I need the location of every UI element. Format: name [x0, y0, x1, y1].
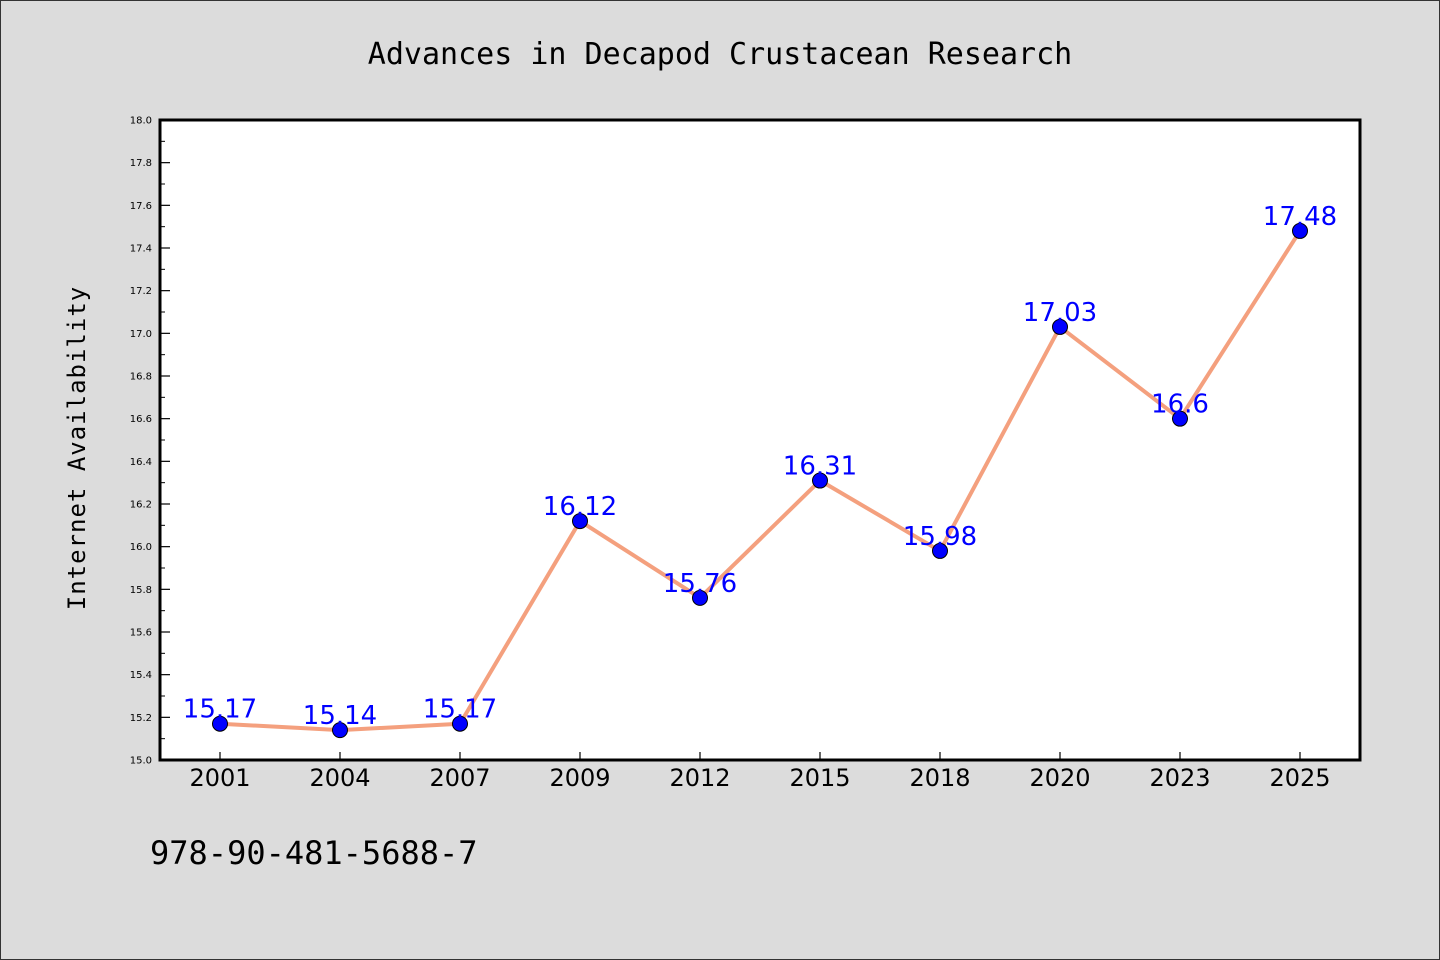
data-label: 17.03 — [1023, 298, 1097, 328]
y-tick-label: 17.8 — [130, 158, 152, 169]
x-tick-label: 2015 — [789, 764, 850, 792]
data-label: 15.17 — [183, 695, 257, 725]
data-point — [332, 722, 348, 739]
chart-title: Advances in Decapod Crustacean Research — [368, 37, 1072, 72]
data-point — [692, 589, 708, 606]
y-tick-label: 17.4 — [130, 244, 152, 255]
y-tick-label: 16.4 — [130, 457, 152, 468]
y-tick-label: 15.0 — [130, 756, 152, 767]
data-point — [572, 513, 588, 530]
y-tick-label: 16.0 — [130, 542, 152, 553]
data-label: 15.76 — [663, 569, 737, 599]
y-tick-label: 15.8 — [130, 585, 152, 596]
y-tick-label: 17.0 — [130, 329, 152, 340]
data-label: 15.17 — [423, 695, 497, 725]
data-point — [212, 715, 228, 732]
y-tick-label: 18.0 — [130, 116, 152, 127]
data-label: 15.98 — [903, 522, 977, 552]
x-tick-label: 2023 — [1149, 764, 1210, 792]
x-tick-label: 2012 — [669, 764, 730, 792]
x-tick-label: 2020 — [1029, 764, 1090, 792]
x-axis: 2001 2004 2007 2009 2012 2015 2018 2020 2023 2025 — [189, 752, 1331, 792]
y-tick-label: 15.4 — [130, 670, 152, 681]
data-point — [452, 715, 468, 732]
y-tick-label: 16.2 — [130, 500, 152, 511]
data-point — [1172, 410, 1188, 427]
data-point — [932, 542, 948, 559]
data-point — [812, 472, 828, 489]
y-tick-label: 16.6 — [130, 414, 152, 425]
y-tick-label: 15.2 — [130, 713, 152, 724]
isbn-footer: 978-90-481-5688-7 — [150, 834, 478, 872]
y-tick-label: 17.2 — [130, 286, 152, 297]
data-point — [1052, 318, 1068, 335]
series-line — [218, 228, 1302, 733]
data-point — [1292, 222, 1308, 239]
x-tick-label: 2007 — [429, 764, 490, 792]
data-label: 16.31 — [783, 452, 857, 482]
x-tick-label: 2009 — [549, 764, 610, 792]
data-label: 16.12 — [543, 492, 617, 522]
y-axis: 15.0 15.2 15.4 15.6 15.8 16.0 16.2 16.4 16.6 16.8… — [130, 116, 170, 767]
y-tick-label: 15.6 — [130, 628, 152, 639]
x-tick-label: 2018 — [909, 764, 970, 792]
data-label: 17.48 — [1263, 202, 1337, 232]
data-label: 15.14 — [303, 701, 377, 731]
x-tick-label: 2004 — [309, 764, 370, 792]
x-tick-label: 2025 — [1269, 764, 1330, 792]
series-layer: 15.17 15.14 15.17 16.12 15.76 16.31 15.98 17.03… — [183, 202, 1337, 739]
y-axis-label: Internet Availability — [63, 286, 91, 610]
plot-area — [158, 118, 1362, 762]
y-tick-label: 17.6 — [130, 201, 152, 212]
y-tick-label: 16.8 — [130, 372, 152, 383]
x-tick-label: 2001 — [189, 764, 250, 792]
data-label: 16.6 — [1151, 390, 1209, 420]
